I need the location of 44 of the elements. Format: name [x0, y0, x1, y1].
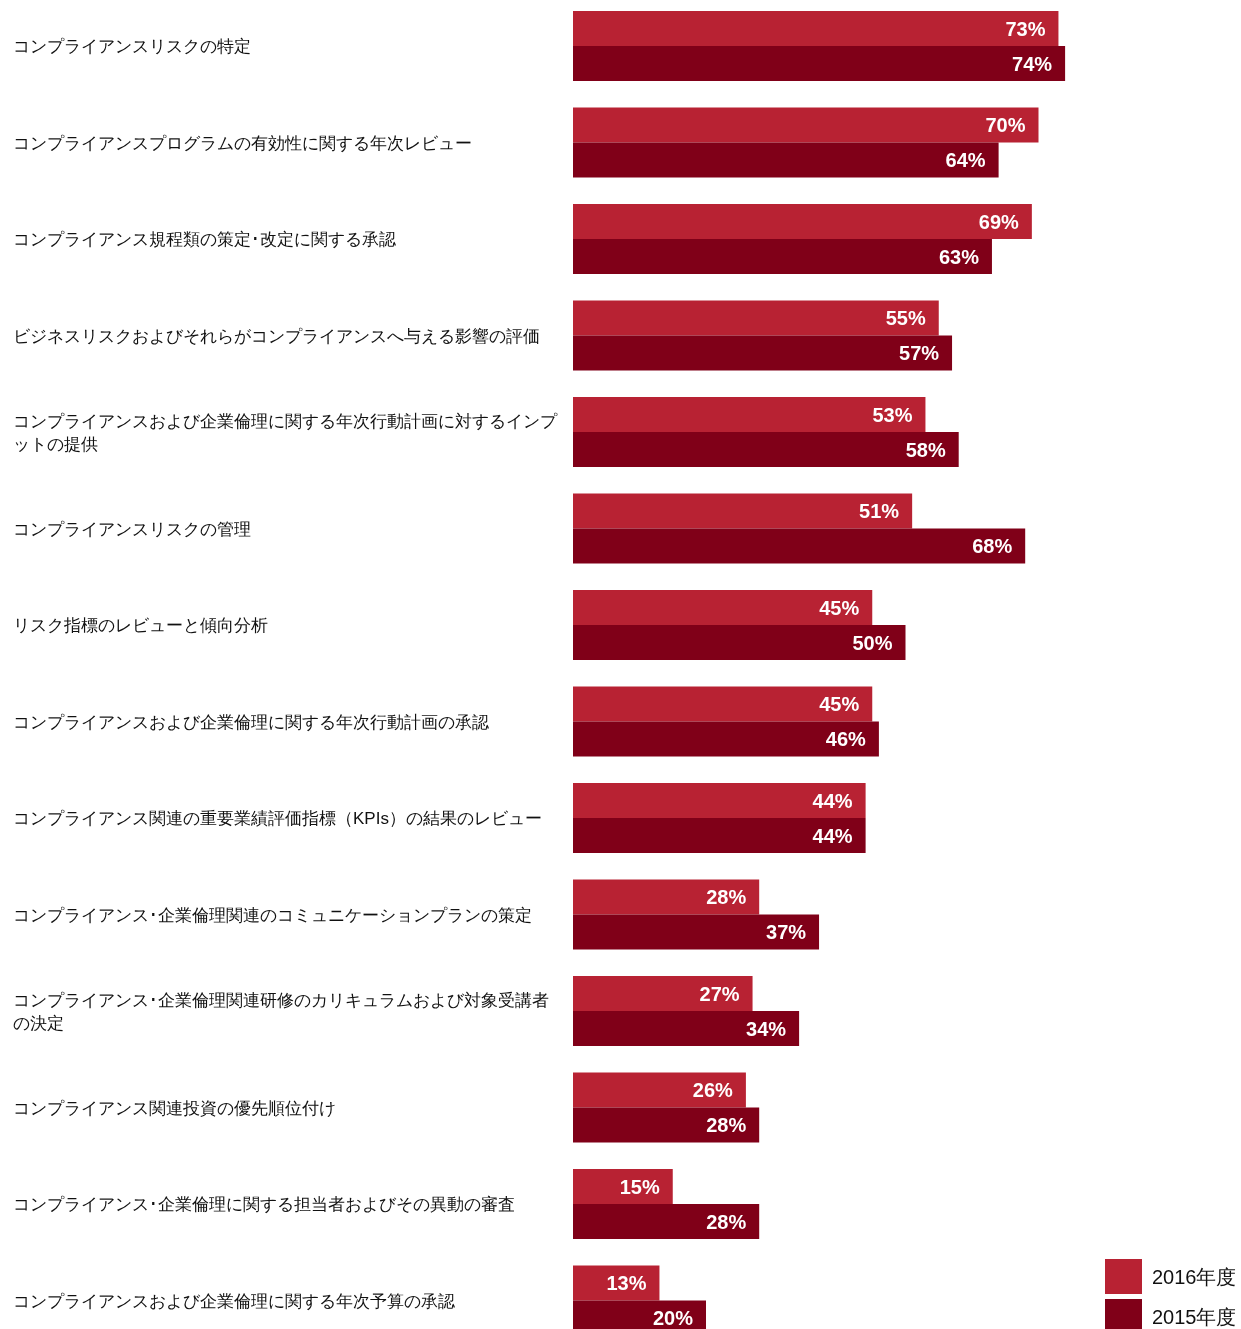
data-label: 37% — [766, 921, 807, 943]
category-label: ビジネスリスクおよびそれらがコンプライアンスへ与える影響の評価 — [13, 326, 540, 346]
legend-label: 2015年度 — [1152, 1306, 1237, 1328]
category-label: コンプライアンス･企業倫理に関する担当者およびその異動の審査 — [13, 1195, 515, 1214]
category-label: コンプライアンスプログラムの有効性に関する年次レビュー — [13, 133, 472, 153]
data-label: 26% — [692, 1079, 734, 1101]
category-label: コンプライアンス関連の重要業績評価指標（KPIs）の結果のレビュー — [13, 809, 542, 828]
category-label: コンプライアンスリスクの管理 — [13, 519, 251, 539]
data-label: 45% — [819, 596, 860, 619]
category-label: コンプライアンスおよび企業倫理に関する年次行動計画の承認 — [13, 712, 489, 732]
data-label: 68% — [972, 535, 1013, 557]
data-label: 70% — [985, 114, 1026, 136]
data-label: 28% — [706, 1210, 747, 1233]
data-label: 46% — [825, 728, 867, 750]
data-label: 69% — [978, 210, 1020, 233]
category-label: コンプライアンス･企業倫理関連のコミュニケーションプランの策定 — [13, 905, 532, 925]
category-label: コンプライアンスおよび企業倫理に関する年次行動計画に対するインプットの提供 — [13, 411, 557, 454]
category-label: コンプライアンス規程類の策定･改定に関する承認 — [13, 230, 396, 249]
data-label: 20% — [652, 1307, 694, 1329]
data-label: 55% — [885, 307, 926, 329]
data-label: 28% — [706, 886, 747, 908]
category-label: コンプライアンス関連投資の優先順位付け — [13, 1098, 336, 1118]
data-label: 74% — [1012, 52, 1053, 75]
data-label: 45% — [819, 693, 860, 715]
data-label: 34% — [746, 1017, 787, 1040]
data-label: 27% — [699, 982, 740, 1005]
data-label: 64% — [945, 149, 986, 171]
data-label: 28% — [706, 1114, 747, 1136]
legend-label: 2016年度 — [1152, 1266, 1237, 1288]
data-label: 15% — [619, 1175, 660, 1198]
data-label: 58% — [905, 438, 946, 461]
category-label: コンプライアンスおよび企業倫理に関する年次予算の承認 — [13, 1291, 455, 1311]
data-label: 50% — [852, 631, 893, 654]
data-label: 44% — [812, 789, 853, 812]
data-label: 63% — [938, 245, 980, 268]
data-label: 44% — [812, 824, 853, 847]
category-label: コンプライアンス･企業倫理関連研修のカリキュラムおよび対象受講者の決定 — [13, 990, 549, 1033]
data-label: 73% — [1005, 17, 1046, 40]
data-label: 51% — [859, 500, 900, 522]
data-label: 53% — [872, 403, 913, 426]
category-label: コンプライアンスリスクの特定 — [13, 37, 251, 56]
data-label: 57% — [899, 342, 940, 364]
data-label: 13% — [606, 1272, 647, 1294]
category-label: リスク指標のレビューと傾向分析 — [13, 616, 268, 635]
